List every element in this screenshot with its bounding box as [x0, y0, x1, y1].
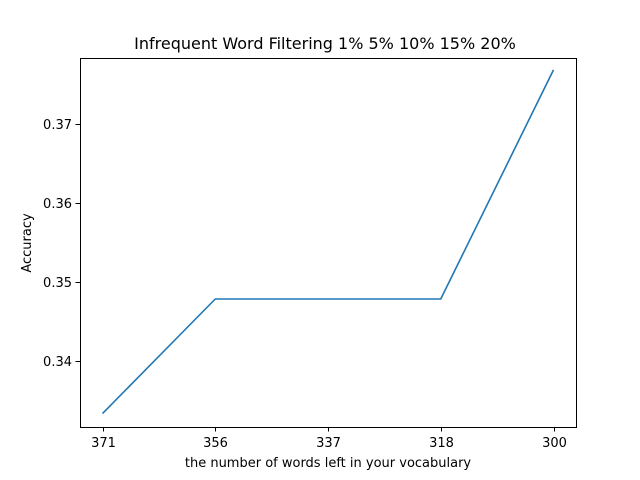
x-tick-label: 356 [203, 436, 228, 451]
y-tick-label: 0.35 [43, 276, 72, 291]
plot-area [101, 69, 555, 415]
x-axis: 371 356 337 318 300 [91, 427, 567, 451]
x-tick-label: 371 [91, 436, 116, 451]
x-tick-label: 300 [542, 436, 567, 451]
y-axis-label: Accuracy [20, 213, 35, 273]
y-tick-label: 0.34 [43, 355, 72, 370]
chart-title: Infrequent Word Filtering 1% 5% 10% 15% … [134, 34, 516, 53]
y-axis: 0.34 0.35 0.36 0.37 [43, 118, 80, 370]
y-tick-label: 0.36 [43, 197, 72, 212]
series-line-0 [101, 69, 555, 415]
x-tick-label: 318 [429, 436, 454, 451]
y-tick-label: 0.37 [43, 118, 72, 133]
x-tick-label: 337 [316, 436, 341, 451]
plot-frame [80, 58, 577, 428]
x-axis-label: the number of words left in your vocabul… [185, 456, 472, 471]
